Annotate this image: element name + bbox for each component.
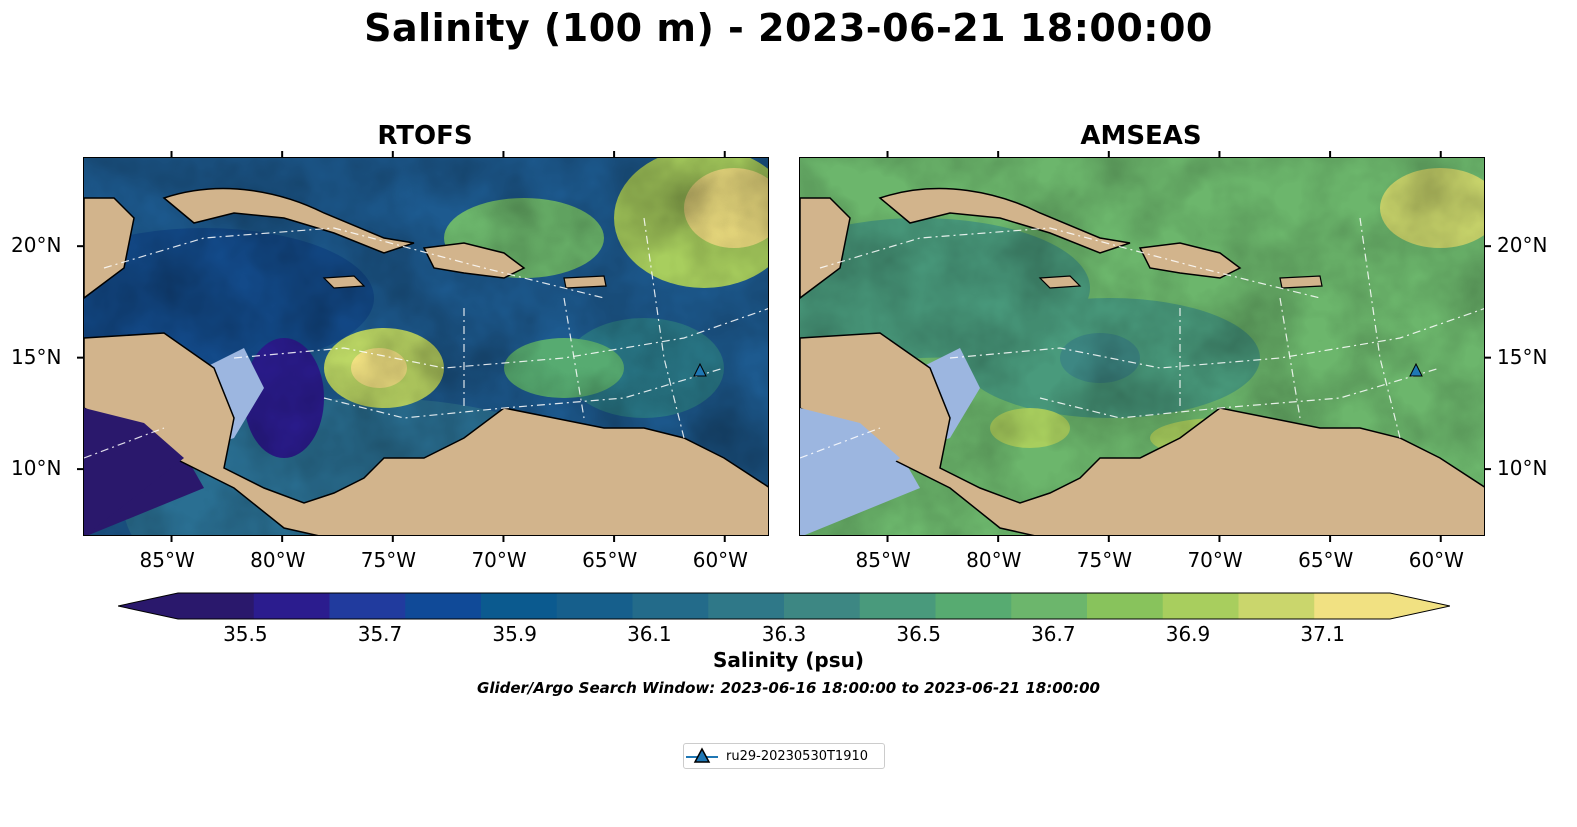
panel-title-rtofs: RTOFS [377, 121, 473, 151]
glider-marker-amseas [1409, 362, 1423, 377]
colorbar-bin [1162, 593, 1239, 619]
colorbar-tick-label: 35.7 [357, 622, 403, 646]
legend: ru29-20230530T1910 [683, 743, 885, 769]
colorbar-tick-label: 36.7 [1031, 622, 1076, 646]
colorbar-bin [1314, 593, 1391, 619]
lon-tick-label: 75°W [360, 548, 417, 572]
legend-triangle-icon [686, 747, 718, 763]
colorbar-tick-label: 36.9 [1165, 622, 1211, 646]
colorbar-bin [253, 593, 330, 619]
lat-tick-label: 10°N [11, 456, 62, 481]
map-rtofs [83, 157, 769, 536]
colorbar-extend-high [1390, 593, 1450, 619]
colorbar-tick-label: 36.1 [627, 622, 672, 646]
colorbar-svg [117, 592, 1451, 620]
lon-tick-label: 85°W [855, 548, 911, 572]
colorbar-tick-label: 37.1 [1300, 622, 1345, 646]
map-amseas-svg [800, 158, 1484, 535]
lat-tick-label: 10°N [1497, 456, 1548, 481]
colorbar-tick-label: 36.3 [761, 622, 807, 646]
colorbar-bin [935, 593, 1012, 619]
colorbar [117, 592, 1451, 620]
colorbar-bin [1011, 593, 1088, 619]
legend-label: ru29-20230530T1910 [726, 748, 869, 764]
search-window-note: Glider/Argo Search Window: 2023-06-16 18… [477, 679, 1100, 697]
lon-tick-label: 80°W [966, 548, 1022, 572]
lon-tick-label: 75°W [1076, 548, 1133, 572]
colorbar-bin [708, 593, 785, 619]
glider-marker-rtofs [693, 362, 707, 377]
colorbar-bin [859, 593, 936, 619]
colorbar-tick-label: 35.5 [223, 622, 268, 646]
lon-tick-label: 60°W [1408, 548, 1464, 572]
colorbar-title: Salinity (psu) [712, 648, 864, 672]
panel-title-amseas: AMSEAS [1080, 121, 1202, 151]
lon-tick-label: 65°W [1298, 548, 1354, 572]
colorbar-tick-label: 36.5 [896, 622, 941, 646]
lon-tick-label: 70°W [1187, 548, 1243, 572]
colorbar-bin [1238, 593, 1315, 619]
map-rtofs-svg [84, 158, 768, 535]
lon-tick-label: 70°W [471, 548, 527, 572]
figure-title: Salinity (100 m) - 2023-06-21 18:00:00 [364, 6, 1213, 50]
colorbar-bin [178, 593, 255, 619]
lon-tick-label: 80°W [250, 548, 306, 572]
lon-tick-label: 65°W [582, 548, 638, 572]
colorbar-bin [632, 593, 709, 619]
map-amseas [799, 157, 1485, 536]
colorbar-bin [405, 593, 482, 619]
colorbar-bin [481, 593, 558, 619]
colorbar-tick-label: 35.9 [492, 622, 537, 646]
lon-tick-label: 85°W [139, 548, 195, 572]
colorbar-bin [556, 593, 633, 619]
lat-tick-label: 20°N [11, 233, 62, 258]
lat-tick-label: 15°N [11, 344, 62, 369]
colorbar-bin [784, 593, 861, 619]
colorbar-bin [1087, 593, 1164, 619]
lat-tick-label: 20°N [1497, 233, 1548, 258]
lat-tick-label: 15°N [1497, 344, 1548, 369]
colorbar-bin [329, 593, 406, 619]
lon-tick-label: 60°W [692, 548, 748, 572]
colorbar-extend-low [118, 593, 178, 619]
